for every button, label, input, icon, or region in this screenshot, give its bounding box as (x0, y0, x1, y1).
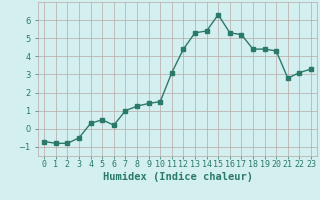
X-axis label: Humidex (Indice chaleur): Humidex (Indice chaleur) (103, 172, 252, 182)
